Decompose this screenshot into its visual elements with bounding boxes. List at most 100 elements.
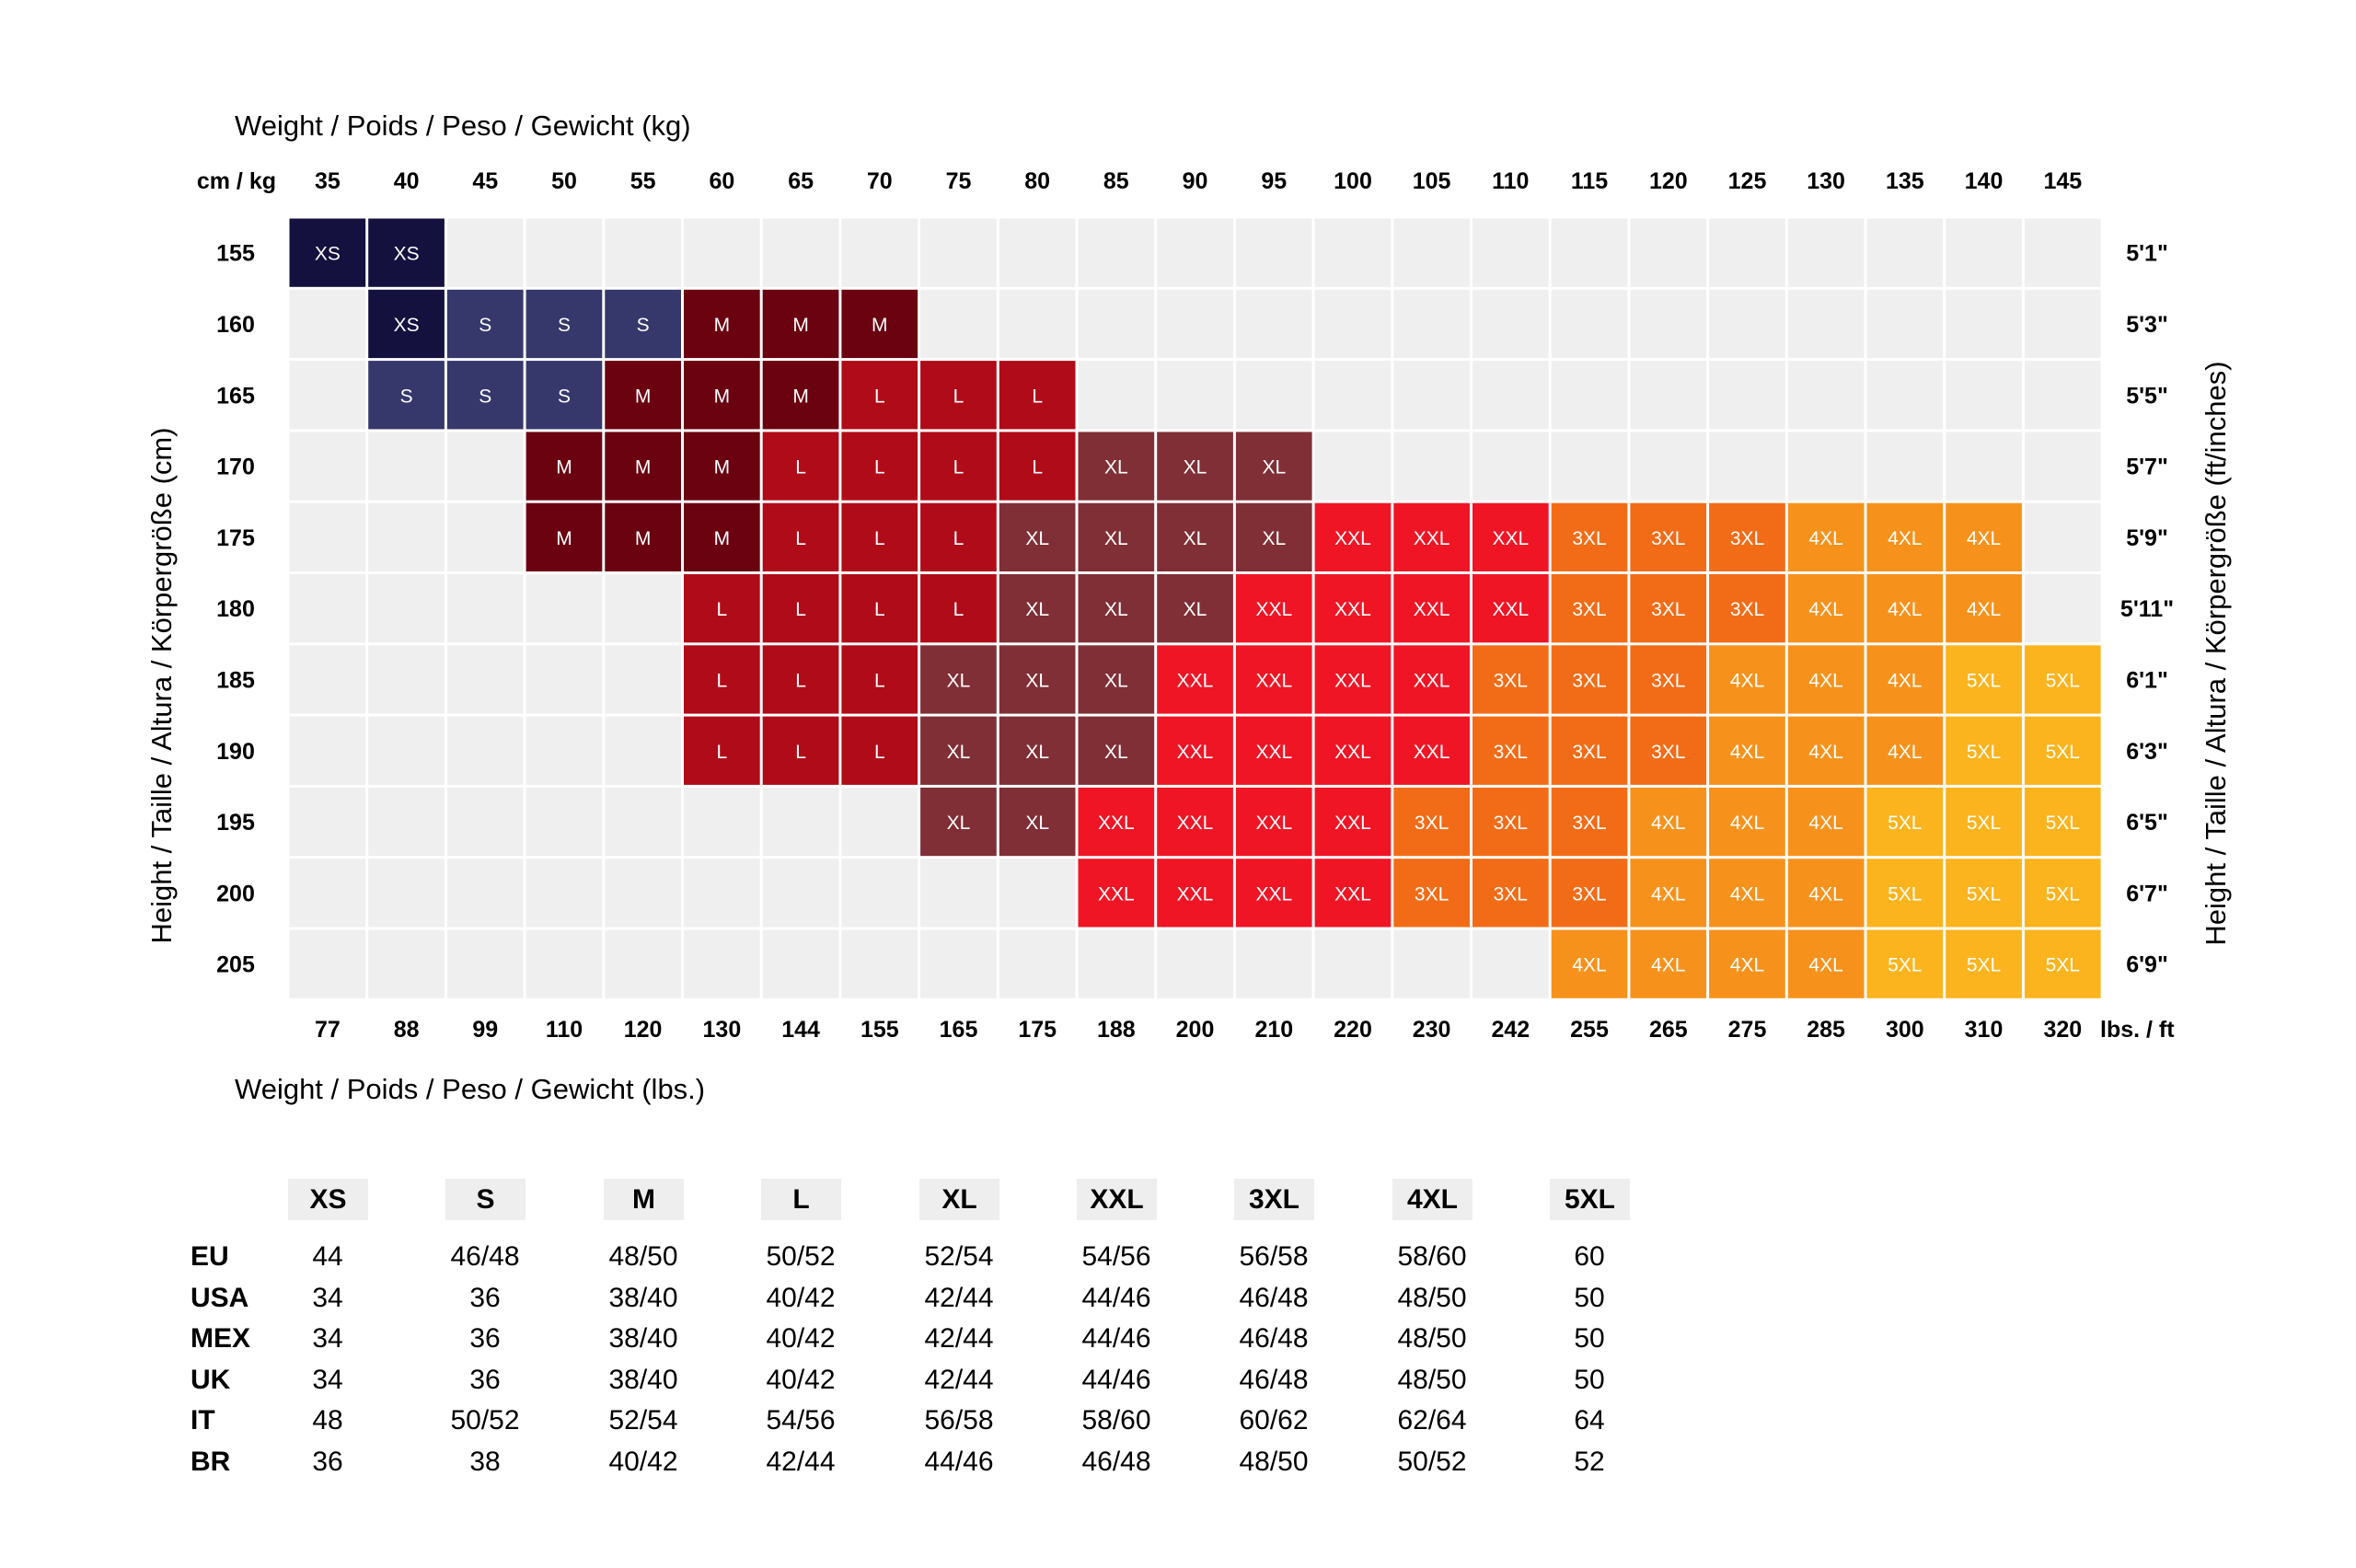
- empty-cell: [1393, 929, 1470, 998]
- empty-cell: [446, 716, 524, 785]
- size-cell: [762, 502, 839, 571]
- size-cell: [1235, 502, 1312, 571]
- size-cell-label: XS: [394, 315, 420, 336]
- lbs-tick-label: 200: [1176, 1017, 1215, 1043]
- empty-cell: [1078, 218, 1155, 287]
- size-cell: [1787, 645, 1865, 714]
- empty-cell: [1946, 289, 2022, 359]
- empty-cell: [1551, 432, 1628, 501]
- size-cell: [999, 645, 1076, 714]
- lbs-tick-label: 188: [1097, 1017, 1136, 1043]
- empty-cell: [1157, 929, 1233, 998]
- size-cell-label: 4XL: [1651, 883, 1685, 905]
- size-cell: [841, 574, 918, 643]
- empty-cell: [605, 645, 681, 714]
- size-cell-label: XL: [1104, 457, 1128, 478]
- heatmap-cells: XS XS XS S S S M M M S S S M M M L L L M M M L L L L XL XL XL M M M L L L…: [289, 218, 2101, 998]
- size-cell-label: 3XL: [1651, 599, 1685, 620]
- empty-cell: [368, 574, 445, 643]
- kg-tick-label: 110: [1492, 168, 1529, 194]
- empty-cell: [920, 289, 997, 359]
- cm-tick-label: 185: [216, 667, 255, 693]
- kg-tick-label: 50: [551, 168, 577, 194]
- empty-cell: [368, 502, 445, 571]
- size-cell-label: XXL: [1255, 813, 1292, 834]
- lbs-axis-title: Weight / Poids / Peso / Gewicht (lbs.): [235, 1073, 705, 1105]
- size-cell-label: 4XL: [1967, 599, 2001, 620]
- size-cell: [525, 361, 603, 430]
- empty-cell: [1393, 432, 1470, 501]
- size-cell-label: 3XL: [1415, 883, 1449, 905]
- size-cell: [1393, 859, 1470, 928]
- size-cell-label: L: [874, 386, 885, 407]
- size-cell-label: 4XL: [1888, 528, 1922, 549]
- empty-cell: [841, 859, 918, 928]
- empty-cell: [605, 859, 681, 928]
- size-cell: [1946, 502, 2022, 571]
- size-cell-label: XXL: [1334, 528, 1371, 549]
- size-cell-label: S: [558, 386, 571, 407]
- empty-cell: [525, 645, 603, 714]
- lbs-tick-label: 300: [1886, 1017, 1924, 1043]
- size-cell: [605, 361, 681, 430]
- empty-cell: [525, 859, 603, 928]
- heatmap-ticks: 35 40 45 50 55 60 65 70 75 80 85 90 95 100 105 110 115 12…: [216, 168, 2174, 1043]
- size-cell: [1314, 574, 1392, 643]
- size-cell: [1630, 502, 1707, 571]
- size-cell-label: M: [714, 528, 731, 549]
- size-cell-label: 5XL: [2046, 883, 2080, 905]
- size-cell-label: XL: [1262, 528, 1286, 549]
- size-cell: [1709, 859, 1785, 928]
- empty-cell: [2024, 574, 2101, 643]
- size-cell-label: XL: [1184, 528, 1207, 549]
- size-cell: [368, 218, 445, 287]
- size-cell-label: 4XL: [1888, 742, 1922, 763]
- size-cell: [762, 716, 839, 785]
- ft-tick-label: 6'7": [2126, 881, 2168, 906]
- size-cell: [684, 645, 760, 714]
- empty-cell: [2024, 502, 2101, 571]
- size-cell: [999, 432, 1076, 501]
- empty-cell: [368, 716, 445, 785]
- size-cell-label: M: [635, 386, 652, 407]
- size-cell-label: 3XL: [1730, 599, 1764, 620]
- empty-cell: [1235, 361, 1312, 430]
- size-cell-label: XL: [1025, 528, 1049, 549]
- empty-cell: [1787, 432, 1865, 501]
- ft-tick-label: 5'11": [2120, 596, 2174, 622]
- empty-cell: [368, 432, 445, 501]
- size-cell-label: XXL: [1414, 742, 1450, 763]
- lbs-tick-label: 175: [1018, 1017, 1057, 1043]
- size-cell-label: XL: [1184, 599, 1207, 620]
- size-cell-label: 5XL: [1888, 813, 1922, 834]
- size-cell: [920, 502, 997, 571]
- size-cell: [1157, 787, 1233, 857]
- size-cell: [1787, 929, 1865, 998]
- size-cell: [1946, 929, 2022, 998]
- size-cell: [1393, 645, 1470, 714]
- empty-cell: [1472, 289, 1549, 359]
- size-cell-label: L: [717, 670, 728, 691]
- size-cell: [1472, 859, 1549, 928]
- empty-cell: [1393, 218, 1470, 287]
- size-cell-label: XL: [1025, 599, 1049, 620]
- ft-tick-label: 6'3": [2126, 739, 2168, 765]
- empty-cell: [1709, 361, 1785, 430]
- ft-axis-title: Height / Taille / Altura / Körpergröße (…: [2200, 361, 2232, 945]
- size-cell: [1709, 716, 1785, 785]
- size-cell-label: M: [635, 457, 652, 478]
- lbs-tick-label: 310: [1965, 1017, 2004, 1043]
- empty-cell: [289, 574, 366, 643]
- size-cell: [1314, 645, 1392, 714]
- empty-cell: [1787, 289, 1865, 359]
- size-cell: [1235, 787, 1312, 857]
- empty-cell: [1946, 218, 2022, 287]
- size-cell-label: XXL: [1177, 742, 1214, 763]
- size-cell-label: XL: [1104, 670, 1128, 691]
- size-cell: [1235, 432, 1312, 501]
- size-cell: [684, 502, 760, 571]
- size-cell-label: 4XL: [1967, 528, 2001, 549]
- size-cell: [1866, 929, 1944, 998]
- cm-tick-label: 190: [216, 739, 255, 765]
- corner-label-bottom: lbs. / ft: [2100, 1017, 2175, 1043]
